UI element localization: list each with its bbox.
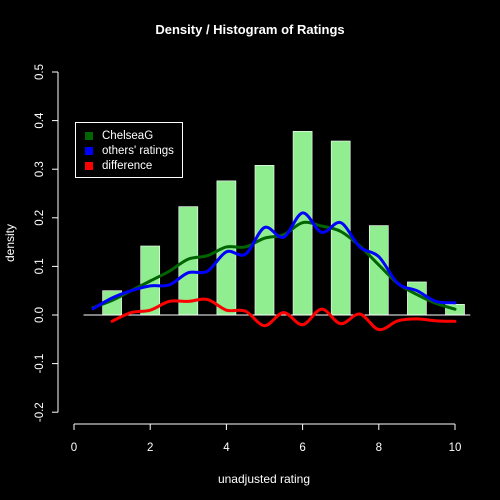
y-tick-label: 0.1 (34, 258, 46, 274)
y-tick-label: -0.1 (34, 354, 46, 374)
x-tick-label: 8 (376, 442, 382, 454)
difference-line (110, 297, 457, 332)
others-ratings-density-line (91, 211, 457, 311)
legend-swatch-difference (85, 161, 93, 170)
x-tick-label: 0 (71, 442, 77, 454)
legend-item-chelseag: ChelseaG (85, 128, 182, 143)
legend-label-difference: difference (102, 159, 153, 172)
legend-item-others-ratings: others' ratings (85, 143, 182, 158)
chart-title: Density / Histogram of Ratings (155, 22, 345, 37)
y-tick-label: 0.0 (34, 307, 46, 323)
legend: ChelseaG others' ratings difference (75, 122, 183, 178)
x-tick-label: 10 (449, 442, 462, 454)
y-tick-label: -0.2 (34, 402, 46, 422)
x-tick-label: 4 (223, 442, 230, 454)
legend-swatch-chelseag (85, 131, 93, 140)
histogram-bars (102, 130, 465, 316)
x-tick-label: 6 (299, 442, 305, 454)
x-axis: 0 2 4 6 8 10 (71, 423, 462, 454)
y-tick-label: 0.5 (34, 64, 46, 80)
y-tick-label: 0.2 (34, 210, 46, 226)
y-tick-label: 0.4 (34, 112, 46, 129)
histogram-bar (178, 206, 199, 316)
density-lines (91, 211, 457, 332)
x-axis-label: unadjusted rating (217, 472, 311, 486)
y-axis: -0.2 -0.1 0.0 0.1 0.2 0.3 0.4 0.5 (34, 64, 59, 422)
y-tick-label: 0.3 (34, 161, 46, 177)
y-axis-label: density (3, 223, 17, 263)
legend-label-chelseag: ChelseaG (102, 129, 154, 142)
legend-item-difference: difference (85, 158, 182, 173)
legend-label-others-ratings: others' ratings (102, 144, 174, 157)
x-tick-label: 2 (147, 442, 153, 454)
legend-swatch-others-ratings (85, 146, 93, 155)
